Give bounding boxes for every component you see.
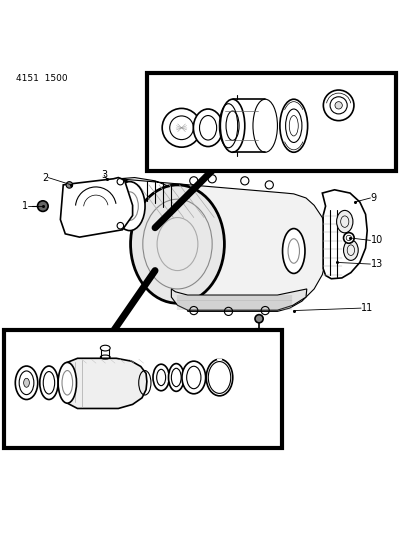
Ellipse shape xyxy=(280,99,308,152)
Ellipse shape xyxy=(114,182,145,231)
Ellipse shape xyxy=(40,366,58,400)
Text: 12: 12 xyxy=(258,331,271,341)
Ellipse shape xyxy=(182,361,206,394)
Text: 4: 4 xyxy=(160,147,166,157)
Text: 8: 8 xyxy=(355,84,361,94)
Circle shape xyxy=(38,201,48,212)
Text: 13: 13 xyxy=(370,259,383,269)
Polygon shape xyxy=(71,181,137,234)
Text: 6: 6 xyxy=(213,84,220,94)
Ellipse shape xyxy=(169,364,184,391)
Polygon shape xyxy=(118,177,326,311)
Ellipse shape xyxy=(206,359,233,396)
Ellipse shape xyxy=(162,108,201,147)
Polygon shape xyxy=(60,177,133,237)
Bar xyxy=(147,72,396,171)
Text: 2: 2 xyxy=(42,173,48,183)
Ellipse shape xyxy=(344,232,354,243)
Text: 5: 5 xyxy=(187,93,193,103)
Ellipse shape xyxy=(24,378,29,387)
Text: 19: 19 xyxy=(28,373,40,383)
Ellipse shape xyxy=(344,240,358,261)
Ellipse shape xyxy=(220,99,245,152)
Circle shape xyxy=(255,314,263,323)
Ellipse shape xyxy=(193,109,223,147)
Polygon shape xyxy=(67,358,147,408)
Text: 7: 7 xyxy=(282,136,288,146)
Text: 6: 6 xyxy=(217,86,224,96)
Text: 5: 5 xyxy=(189,95,196,105)
Ellipse shape xyxy=(335,102,342,109)
Ellipse shape xyxy=(131,185,224,303)
Text: 8: 8 xyxy=(348,86,355,96)
Polygon shape xyxy=(171,289,307,310)
Ellipse shape xyxy=(16,366,38,400)
Text: 11: 11 xyxy=(361,303,373,313)
Text: 16: 16 xyxy=(160,352,173,362)
Text: 18: 18 xyxy=(115,349,128,359)
Text: 10: 10 xyxy=(370,236,383,245)
Text: 1: 1 xyxy=(22,201,28,211)
Ellipse shape xyxy=(153,364,169,391)
Circle shape xyxy=(89,190,122,222)
Text: 17: 17 xyxy=(92,408,104,418)
Text: 15: 15 xyxy=(185,396,197,406)
Text: 3: 3 xyxy=(101,170,107,180)
Text: 7: 7 xyxy=(282,138,288,148)
Text: 4151  1500: 4151 1500 xyxy=(16,74,68,83)
Ellipse shape xyxy=(323,90,354,120)
Text: 4: 4 xyxy=(157,142,163,152)
Text: 9: 9 xyxy=(370,193,377,203)
Text: 20: 20 xyxy=(7,376,20,386)
Ellipse shape xyxy=(337,211,353,233)
Ellipse shape xyxy=(58,362,77,403)
Ellipse shape xyxy=(100,345,110,351)
Circle shape xyxy=(66,182,73,188)
Bar xyxy=(4,330,282,448)
Ellipse shape xyxy=(282,229,305,273)
Polygon shape xyxy=(322,190,367,279)
Text: 14: 14 xyxy=(235,361,247,372)
